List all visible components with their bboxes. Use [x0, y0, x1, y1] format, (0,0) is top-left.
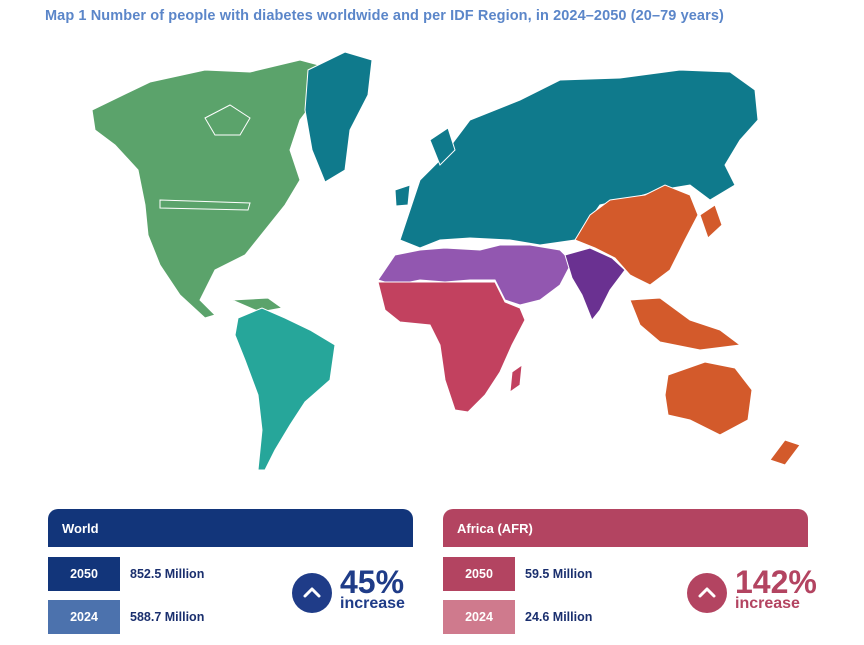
increase-label: increase	[735, 595, 800, 612]
value-2050: 852.5 Million	[130, 567, 205, 581]
africa-row-2050: 2050 59.5 Million	[443, 557, 808, 591]
world-map	[91, 51, 801, 471]
africa-panel: Africa (AFR) 2050 59.5 Million 2024 24.6…	[443, 509, 817, 639]
percent-increase: 45%	[340, 564, 405, 600]
value-2024: 588.7 Million	[130, 610, 205, 624]
africa-panel-header: Africa (AFR)	[443, 509, 808, 547]
year-box-2024: 2024	[443, 600, 515, 634]
region-south-central-america[interactable]	[234, 307, 336, 471]
world-increase-badge: 45% increase	[292, 565, 422, 625]
region-europe[interactable]	[304, 51, 759, 249]
region-western-pacific[interactable]	[574, 184, 801, 466]
region-africa[interactable]	[377, 281, 526, 413]
region-south-east-asia[interactable]	[564, 247, 626, 321]
value-2050: 59.5 Million	[525, 567, 593, 581]
percent-increase: 142%	[735, 564, 817, 600]
value-2024: 24.6 Million	[525, 610, 593, 624]
africa-row-2024: 2024 24.6 Million	[443, 600, 808, 634]
page-title: Map 1 Number of people with diabetes wor…	[45, 8, 724, 24]
world-row-2024: 2024 588.7 Million	[48, 600, 413, 634]
chevron-up-icon	[292, 573, 332, 613]
world-panel-header: World	[48, 509, 413, 547]
region-north-america[interactable]	[91, 59, 331, 319]
chevron-up-icon	[687, 573, 727, 613]
world-panel: World 2050 852.5 Million 2024 588.7 Mill…	[48, 509, 413, 639]
increase-label: increase	[340, 595, 405, 612]
year-box-2024: 2024	[48, 600, 120, 634]
year-box-2050: 2050	[48, 557, 120, 591]
africa-increase-badge: 142% increase	[687, 565, 817, 625]
year-box-2050: 2050	[443, 557, 515, 591]
world-row-2050: 2050 852.5 Million	[48, 557, 413, 591]
